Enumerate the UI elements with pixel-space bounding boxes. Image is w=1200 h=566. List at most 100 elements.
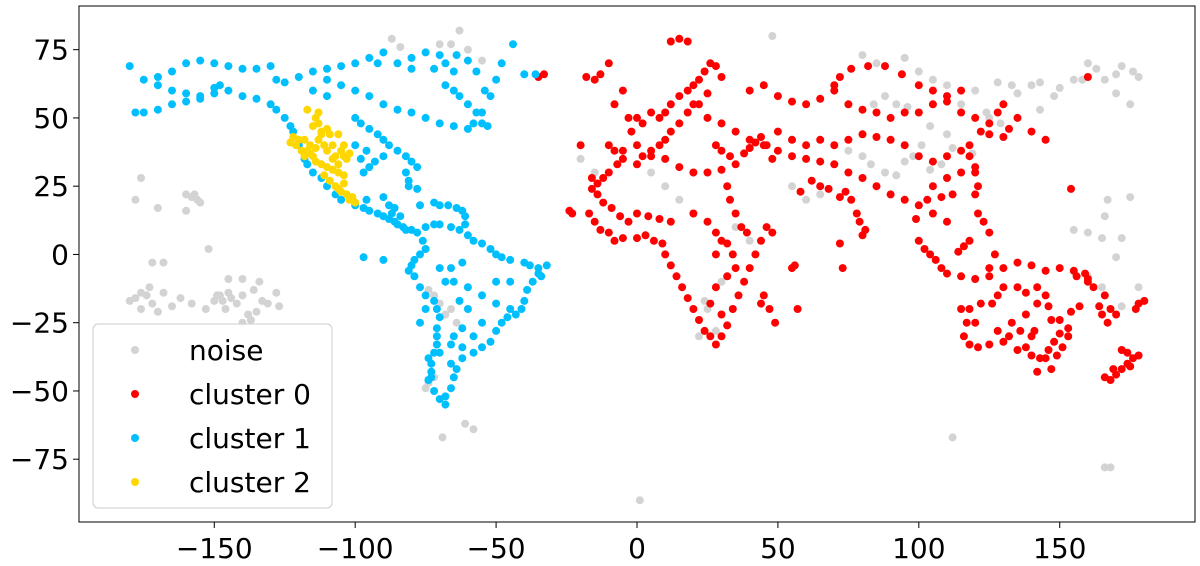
data-point	[957, 272, 966, 281]
data-point	[757, 299, 765, 308]
data-point	[1013, 89, 1022, 98]
data-point	[503, 313, 512, 322]
data-point	[835, 239, 844, 248]
data-point	[303, 160, 312, 169]
data-point	[635, 496, 644, 505]
data-point	[337, 62, 346, 71]
data-point	[703, 89, 712, 98]
data-point	[379, 152, 388, 161]
data-point	[449, 122, 458, 131]
data-point	[695, 100, 703, 109]
data-point	[252, 307, 261, 316]
data-point	[1033, 283, 1042, 292]
data-point	[182, 206, 191, 215]
data-point	[427, 367, 436, 376]
data-point	[1069, 225, 1078, 234]
data-point	[1112, 253, 1121, 262]
data-point	[1123, 348, 1132, 357]
data-point	[858, 152, 867, 161]
data-point	[531, 70, 540, 79]
x-tick-label: 150	[1033, 532, 1086, 565]
data-point	[373, 130, 382, 139]
data-point	[537, 272, 546, 281]
data-point	[633, 113, 641, 122]
data-point	[153, 204, 162, 212]
data-point	[1126, 100, 1135, 109]
data-point	[726, 152, 734, 161]
data-point	[339, 141, 348, 150]
data-point	[892, 171, 901, 180]
data-point	[923, 195, 932, 204]
data-point	[985, 272, 994, 281]
data-point	[249, 285, 258, 294]
data-point	[790, 261, 799, 270]
data-point	[328, 141, 337, 150]
data-point	[844, 135, 853, 144]
data-point	[139, 75, 148, 84]
data-point	[711, 141, 720, 150]
x-tick-label: −50	[467, 532, 526, 565]
data-point	[723, 239, 732, 248]
data-point	[943, 217, 951, 226]
data-point	[858, 105, 867, 114]
data-point	[523, 285, 532, 294]
legend-box	[92, 323, 333, 509]
data-point	[308, 122, 317, 131]
data-point	[731, 127, 740, 136]
data-point	[393, 105, 402, 114]
data-point	[683, 294, 692, 303]
data-point	[1036, 354, 1044, 363]
data-point	[492, 75, 501, 84]
data-point	[1069, 75, 1078, 84]
data-point	[1007, 81, 1016, 90]
data-point	[661, 135, 670, 144]
data-point	[339, 179, 348, 188]
data-point	[308, 86, 317, 95]
data-point	[999, 283, 1008, 292]
data-point	[661, 154, 670, 163]
data-point	[224, 275, 233, 283]
data-point	[900, 53, 909, 62]
data-point	[1064, 332, 1073, 341]
data-point	[881, 92, 889, 101]
data-point	[435, 348, 444, 357]
data-point	[263, 299, 272, 308]
y-tick-label: 0	[51, 238, 69, 271]
data-point	[768, 228, 777, 237]
data-point	[413, 184, 422, 193]
data-point	[948, 190, 957, 199]
data-point	[1055, 329, 1064, 338]
data-point	[168, 100, 176, 109]
data-point	[838, 264, 847, 273]
data-point	[618, 154, 627, 163]
data-point	[717, 146, 726, 155]
y-tick-label: −50	[10, 375, 69, 408]
data-point	[159, 288, 168, 297]
data-point	[196, 56, 205, 65]
data-point	[872, 182, 881, 191]
data-point	[153, 307, 162, 316]
data-point	[768, 154, 777, 163]
data-point	[148, 258, 157, 267]
data-point	[320, 171, 329, 180]
data-point	[421, 291, 430, 300]
data-point	[1106, 305, 1115, 313]
data-point	[430, 348, 439, 357]
data-point	[683, 37, 692, 46]
data-point	[711, 283, 720, 292]
data-point	[976, 299, 985, 308]
data-point	[917, 141, 926, 150]
data-point	[1100, 291, 1109, 300]
x-tick-label: −100	[317, 532, 394, 565]
data-point	[280, 78, 289, 87]
data-point	[520, 296, 529, 305]
data-point	[1033, 367, 1042, 376]
data-point	[238, 64, 247, 73]
data-point	[816, 182, 825, 191]
data-point	[700, 326, 709, 335]
data-point	[478, 239, 486, 248]
data-point	[788, 97, 796, 106]
data-point	[137, 288, 145, 297]
data-point	[1027, 127, 1036, 136]
data-point	[610, 146, 619, 155]
